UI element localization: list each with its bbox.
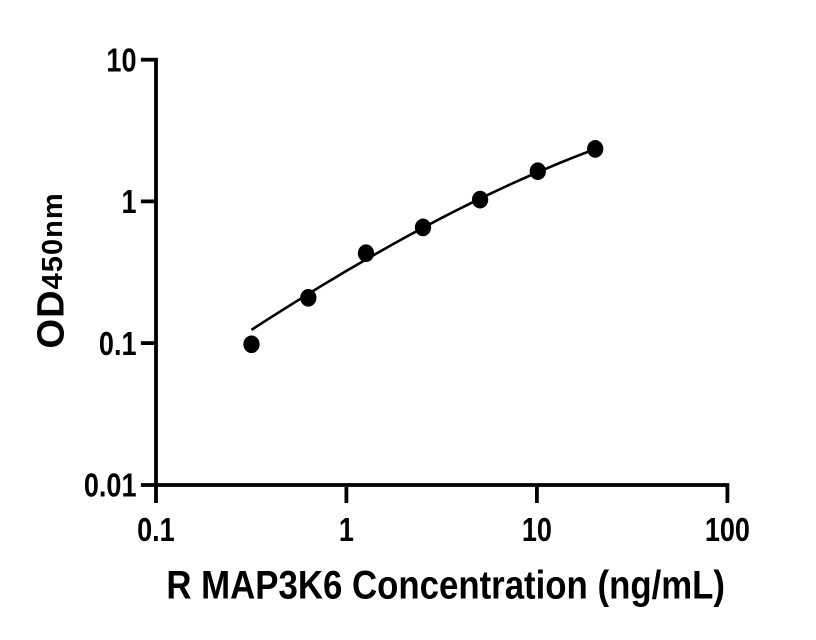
svg-text:10: 10 — [106, 43, 136, 79]
svg-text:R MAP3K6 Concentration (ng/mL): R MAP3K6 Concentration (ng/mL) — [166, 562, 725, 607]
svg-text:0.1: 0.1 — [99, 326, 137, 362]
svg-text:1: 1 — [121, 185, 136, 221]
svg-text:100: 100 — [705, 512, 750, 548]
svg-text:10: 10 — [522, 512, 552, 548]
svg-text:0.1: 0.1 — [137, 512, 175, 548]
svg-text:1: 1 — [339, 512, 354, 548]
svg-text:0.01: 0.01 — [84, 468, 137, 504]
svg-text:OD450nm: OD450nm — [31, 192, 73, 348]
